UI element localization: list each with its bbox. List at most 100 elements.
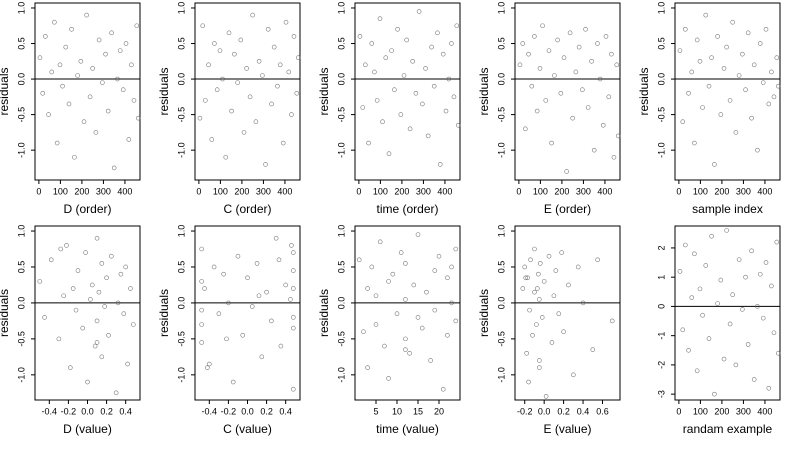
y-tick-label: -0.5 xyxy=(16,107,26,123)
point xyxy=(200,23,206,29)
point xyxy=(432,307,438,313)
point xyxy=(561,329,566,334)
point xyxy=(766,386,772,391)
y-tick-label: -1.0 xyxy=(16,367,26,383)
point xyxy=(199,307,204,313)
point xyxy=(365,365,370,370)
y-axis-label: residuals xyxy=(0,67,11,115)
point xyxy=(774,55,780,61)
y-tick-label: 1.0 xyxy=(656,2,666,15)
x-tick-label: 0.0 xyxy=(538,406,551,416)
point xyxy=(269,101,274,107)
point xyxy=(771,94,777,100)
point xyxy=(703,12,709,18)
point xyxy=(291,286,296,291)
point xyxy=(532,289,537,295)
point xyxy=(423,66,428,71)
point xyxy=(373,322,379,327)
point xyxy=(449,264,454,270)
x-tick-label: -0.4 xyxy=(202,406,218,416)
point xyxy=(199,246,204,252)
point xyxy=(363,62,368,68)
y-tick-label: 0.0 xyxy=(496,73,506,86)
point xyxy=(115,300,121,306)
point xyxy=(291,34,297,39)
point xyxy=(238,37,244,43)
point xyxy=(382,343,387,349)
point xyxy=(420,101,425,107)
y-tick-label: -0.5 xyxy=(336,107,346,123)
point xyxy=(401,73,407,78)
point xyxy=(523,275,528,281)
x-tick-label: 200 xyxy=(234,186,249,196)
point xyxy=(106,332,111,338)
y-axis-label: residuals xyxy=(317,289,331,337)
x-axis-label: C (order) xyxy=(223,202,271,216)
y-tick-label: 0.0 xyxy=(16,73,26,86)
point xyxy=(740,307,745,312)
point xyxy=(365,286,370,291)
x-tick-label: 0 xyxy=(356,186,361,196)
point xyxy=(403,297,408,302)
point xyxy=(727,98,733,103)
y-axis-label: residuals xyxy=(477,67,491,115)
point xyxy=(369,264,375,270)
y-tick-label: -1.0 xyxy=(176,142,186,158)
point xyxy=(96,37,102,43)
point xyxy=(75,73,80,78)
point xyxy=(583,27,588,32)
y-tick-label: 0.0 xyxy=(176,297,186,310)
point xyxy=(383,55,389,61)
point xyxy=(590,347,596,352)
point xyxy=(564,169,569,174)
point xyxy=(90,66,95,71)
y-tick-label: -0.5 xyxy=(176,331,186,347)
point xyxy=(677,48,683,53)
y-tick-label: 1.0 xyxy=(336,2,346,15)
point xyxy=(109,253,114,259)
x-tick-label: 300 xyxy=(96,186,111,196)
point xyxy=(615,133,621,139)
x-tick-label: -0.4 xyxy=(42,406,58,416)
point xyxy=(374,98,380,103)
point xyxy=(289,112,294,117)
point xyxy=(42,315,47,320)
point xyxy=(199,340,204,345)
panel: 0 100 200 300 400 -1.0 -0.5 0.0 0.5 1.0 C (order) r… xyxy=(157,2,301,216)
point xyxy=(431,83,437,89)
point xyxy=(571,372,576,378)
point xyxy=(449,41,454,46)
point xyxy=(541,279,547,284)
point xyxy=(60,83,65,89)
x-tick-label: -0.2 xyxy=(221,406,237,416)
point xyxy=(360,105,366,110)
point xyxy=(245,275,250,281)
point xyxy=(280,140,286,146)
point xyxy=(573,69,579,75)
x-axis-label: E (value) xyxy=(543,422,591,436)
point xyxy=(435,30,440,36)
point xyxy=(254,261,260,266)
point xyxy=(559,250,564,255)
x-tick-label: 100 xyxy=(373,186,388,196)
point xyxy=(727,321,733,327)
point xyxy=(289,243,294,248)
y-tick-label: 0.0 xyxy=(656,73,666,86)
point xyxy=(517,62,523,68)
x-tick-label: 200 xyxy=(714,186,729,196)
point xyxy=(129,62,134,68)
point xyxy=(543,98,549,103)
point xyxy=(46,112,51,117)
point xyxy=(356,257,362,263)
point xyxy=(357,34,363,39)
point xyxy=(549,140,554,146)
point xyxy=(715,34,720,39)
point xyxy=(611,154,617,160)
point xyxy=(440,51,446,57)
point xyxy=(413,90,419,96)
point xyxy=(235,253,241,259)
point xyxy=(271,44,277,50)
point xyxy=(749,248,754,254)
x-axis-label: C (value) xyxy=(223,422,272,436)
